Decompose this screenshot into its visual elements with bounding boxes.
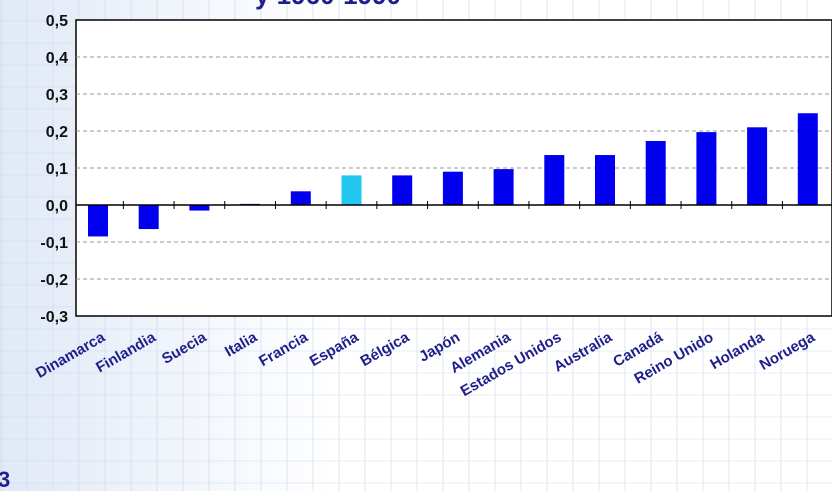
y-tick-label: -0,3 xyxy=(40,309,68,326)
x-label-noruega: Noruega xyxy=(757,328,819,373)
bar-españa xyxy=(341,175,362,205)
bar-reino-unido xyxy=(696,132,717,205)
bar-finlandia xyxy=(138,205,159,230)
x-label-suecia: Suecia xyxy=(159,328,210,367)
y-tick-label: 0,4 xyxy=(46,50,68,67)
bar-canadá xyxy=(645,140,666,205)
bar-estados-unidos xyxy=(544,155,565,205)
y-tick-label: -0,2 xyxy=(40,272,68,289)
chart-title-fragment: y 1960-1990 xyxy=(255,0,401,10)
x-label-holanda: Holanda xyxy=(707,328,767,373)
bar-noruega xyxy=(797,113,818,205)
y-tick-label: -0,1 xyxy=(40,235,68,252)
bar-holanda xyxy=(747,127,768,205)
y-tick-label: 0,3 xyxy=(46,87,68,104)
bar-japón xyxy=(442,171,463,205)
x-label-dinamarca: Dinamarca xyxy=(33,328,108,381)
x-label-australia: Australia xyxy=(551,328,616,375)
bar-suecia xyxy=(189,205,210,211)
x-label-españa: España xyxy=(307,328,362,370)
bar-alemania xyxy=(493,169,514,205)
bars xyxy=(88,113,818,237)
x-label-bélgica: Bélgica xyxy=(357,328,412,370)
bar-bélgica xyxy=(392,175,413,205)
y-tick-labels: 0,5 0,4 0,3 0,2 0,1 0,0 -0,1 -0,2 -0,3 xyxy=(40,13,68,326)
x-label-italia: Italia xyxy=(222,328,261,360)
y-tick-label: 0,5 xyxy=(46,13,68,30)
x-ticks xyxy=(122,201,783,209)
corner-number: 3 xyxy=(0,467,10,491)
bar-australia xyxy=(595,155,615,205)
y-tick-label: 0,1 xyxy=(46,161,68,178)
bar-francia xyxy=(290,191,311,205)
bar-dinamarca xyxy=(88,205,108,237)
x-label-francia: Francia xyxy=(256,328,311,370)
y-tick-label: 0,2 xyxy=(46,124,68,141)
y-tick-label: 0,0 xyxy=(46,198,68,215)
